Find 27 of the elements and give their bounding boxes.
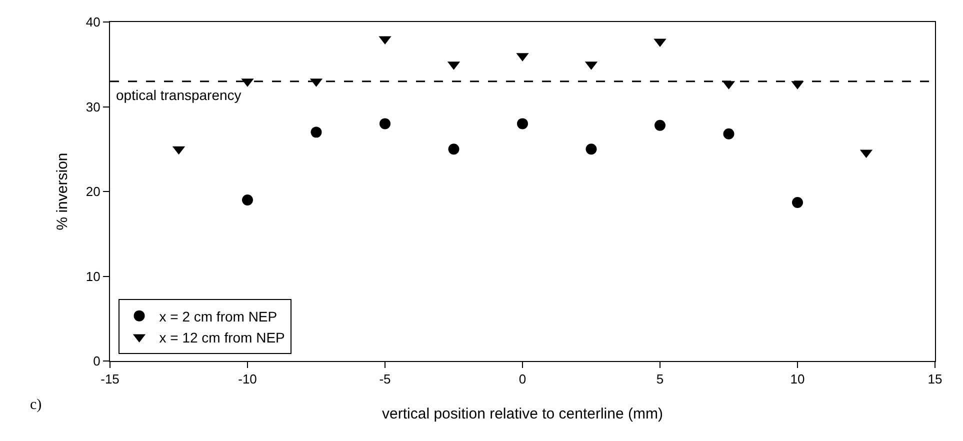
point bbox=[723, 128, 734, 140]
x-tick-label: 15 bbox=[928, 372, 942, 387]
legend-label: x = 2 cm from NEP bbox=[159, 308, 278, 324]
y-tick-label: 10 bbox=[86, 268, 100, 284]
text: c) bbox=[30, 397, 42, 413]
point bbox=[242, 194, 253, 206]
point bbox=[654, 120, 666, 131]
y-tick-label: 20 bbox=[86, 184, 100, 200]
point bbox=[310, 126, 322, 138]
y-tick-label: 0 bbox=[93, 354, 100, 369]
point bbox=[792, 197, 803, 208]
x-axis-title: vertical position relative to centerline (mm) bbox=[382, 406, 663, 423]
x-tick-label: 0 bbox=[518, 372, 526, 387]
x-tick-label: -5 bbox=[379, 372, 391, 387]
legend-label: x = 12 cm from NEP bbox=[159, 329, 285, 346]
x-tick-label: -15 bbox=[100, 372, 120, 387]
x-tick-label: 5 bbox=[656, 372, 664, 387]
point bbox=[380, 118, 390, 130]
y-tick-label: 40 bbox=[86, 14, 100, 30]
x-tick-label: -10 bbox=[238, 372, 257, 387]
ref-line-label: optical transparency bbox=[116, 87, 242, 103]
y-tick-label: 30 bbox=[86, 99, 100, 114]
point bbox=[517, 118, 528, 130]
y-axis-title: % inversion bbox=[54, 152, 72, 230]
x-tick-label: 10 bbox=[790, 372, 805, 387]
point bbox=[586, 144, 597, 155]
point bbox=[448, 144, 460, 155]
